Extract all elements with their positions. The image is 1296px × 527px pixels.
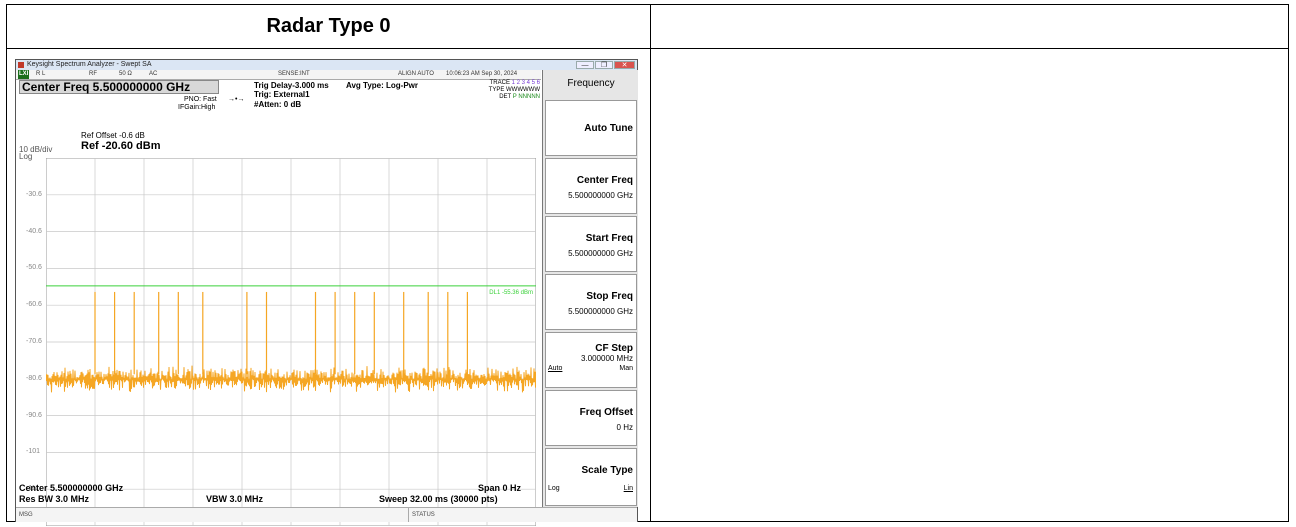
instrument-status-row: LXI R L RF 50 Ω AC SENSE:INT ALIGN AUTO … — [16, 70, 541, 80]
y-tick-label: -60.6 — [26, 301, 42, 309]
document-table: Radar Type 0 — [6, 4, 1289, 522]
type-value: WWWWWW — [506, 87, 540, 93]
status-label: STATUS — [412, 512, 435, 518]
impedance-indicator: 50 Ω — [119, 71, 132, 77]
avg-type-label: Avg Type: Log-Pwr — [346, 81, 418, 90]
softkey-scale-type[interactable]: Scale Type Log Lin — [545, 448, 637, 506]
atten-label: #Atten: 0 dB — [254, 100, 302, 109]
softkey-stop-freq[interactable]: Stop Freq 5.500000000 GHz — [545, 274, 637, 330]
app-icon — [18, 62, 24, 68]
footer-divider — [408, 508, 409, 522]
sweep: Sweep 32.00 ms (30000 pts) — [379, 494, 498, 504]
trig-label: Trig: External1 — [254, 90, 310, 99]
align-indicator: ALIGN AUTO — [398, 71, 434, 77]
ref-level: Ref -20.60 dBm — [81, 140, 161, 152]
pno-arrow-icon: →•→ — [228, 96, 245, 103]
window-titlebar: Keysight Spectrum Analyzer - Swept SA — … — [16, 60, 637, 70]
softkey-start-freq[interactable]: Start Freq 5.500000000 GHz — [545, 216, 637, 272]
softkey-panel: Frequency Auto Tune Center Freq 5.500000… — [542, 70, 638, 507]
lxi-badge: LXI — [18, 70, 30, 79]
msg-label: MSG — [19, 512, 33, 518]
rf-indicator: RF — [89, 71, 97, 77]
trace-info: TRACE 1 2 3 4 5 6 TYPE WWWWWW DET P NNNN… — [452, 80, 540, 101]
scale-type-lin: Lin — [623, 485, 633, 492]
rl-indicator: R L — [36, 71, 46, 77]
table-title: Radar Type 0 — [266, 15, 391, 37]
trig-delay-label: Trig Delay-3.000 ms — [254, 81, 329, 90]
sense-indicator: SENSE:INT — [278, 71, 310, 77]
log-scale-label: Log — [19, 152, 33, 161]
table-column-divider — [650, 5, 651, 521]
ref-offset: Ref Offset -0.6 dB — [81, 131, 145, 140]
noise-trace — [46, 365, 536, 393]
spectrum-analyzer-screenshot: Keysight Spectrum Analyzer - Swept SA — … — [15, 59, 638, 526]
softkey-auto-tune[interactable]: Auto Tune — [545, 100, 637, 156]
minimize-button[interactable]: — — [576, 61, 594, 69]
datetime: 10:06:23 AM Sep 30, 2024 — [446, 71, 518, 77]
span: Span 0 Hz — [478, 483, 522, 493]
center-freq-footer: Center 5.500000000 GHz — [19, 483, 124, 493]
message-bar: MSG STATUS — [16, 507, 637, 522]
y-tick-label: -70.6 — [26, 338, 42, 345]
y-tick-label: -111 — [26, 485, 39, 493]
cf-step-man: Man — [619, 365, 633, 372]
display-line-label: DL1 -55.36 dBm — [489, 290, 533, 296]
softkey-freq-offset[interactable]: Freq Offset 0 Hz — [545, 390, 637, 446]
trace-label: TRACE — [489, 80, 510, 86]
y-tick-label: -90.6 — [26, 411, 42, 419]
softkey-center-freq[interactable]: Center Freq 5.500000000 GHz — [545, 158, 637, 214]
pno-label: PNO: Fast — [184, 96, 217, 103]
trace-numbers: 1 2 3 4 5 6 — [511, 80, 540, 86]
center-freq-readout[interactable]: Center Freq 5.500000000 GHz — [19, 80, 219, 94]
ifgain-label: IFGain:High — [178, 104, 216, 111]
table-row-divider — [7, 48, 1288, 49]
softkey-menu-title: Frequency — [545, 71, 637, 98]
window-title: Keysight Spectrum Analyzer - Swept SA — [27, 61, 152, 68]
y-tick-label: -30.6 — [26, 190, 42, 198]
restore-button[interactable]: ❐ — [595, 61, 613, 69]
res-bw: Res BW 3.0 MHz — [19, 494, 90, 504]
type-label: TYPE — [488, 87, 505, 93]
y-tick-label: -80.6 — [26, 374, 42, 382]
dB-per-div: 10 dB/div — [19, 145, 53, 154]
y-tick-label: -40.6 — [26, 227, 42, 235]
coupling-indicator: AC — [149, 71, 158, 77]
y-tick-label: -50.6 — [26, 264, 42, 272]
cf-step-auto: Auto — [548, 365, 563, 372]
det-value: P NNNNN — [512, 94, 540, 100]
spectrum-plot[interactable]: DL1 -55.36 dBm — [46, 158, 536, 526]
y-tick-label: -101 — [26, 448, 41, 456]
softkey-cf-step[interactable]: CF Step 3.000000 MHz Auto Man — [545, 332, 637, 388]
close-button[interactable]: ✕ — [614, 61, 635, 69]
det-label: DET — [499, 94, 512, 100]
scale-type-log: Log — [548, 485, 560, 492]
vbw: VBW 3.0 MHz — [206, 494, 264, 504]
